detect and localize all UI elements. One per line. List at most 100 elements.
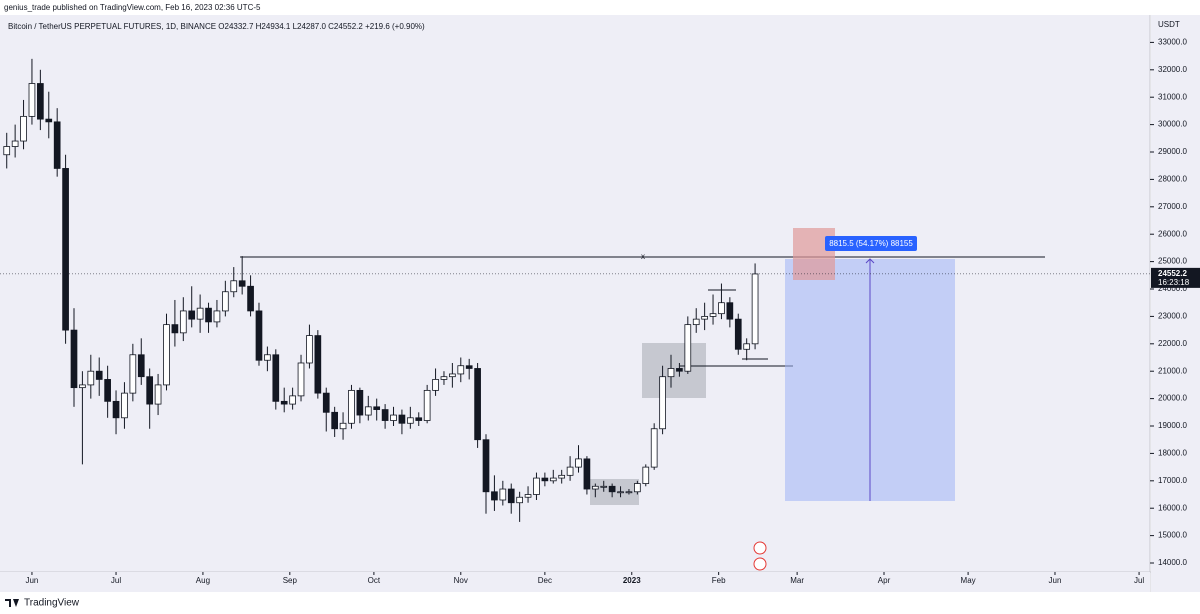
candle-body <box>373 406 381 410</box>
arrow-head <box>865 258 875 264</box>
candle-body <box>179 310 187 334</box>
y-tick-label: 33000.0 <box>1158 38 1187 47</box>
candle-body <box>482 439 490 493</box>
event-icon <box>753 541 767 555</box>
last-price-label: 24552.2 <box>1158 269 1187 278</box>
y-tick-label: 28000.0 <box>1158 175 1187 184</box>
candle-body <box>238 280 246 287</box>
candle-body <box>356 389 364 416</box>
candle-body <box>591 485 599 490</box>
candle-body <box>440 376 448 380</box>
x-tick-label: Nov <box>454 576 468 585</box>
candle-body <box>617 491 624 494</box>
candle-body <box>718 302 725 315</box>
y-tick-label: 23000.0 <box>1158 312 1187 321</box>
candle-body <box>255 310 263 361</box>
candle-body <box>53 121 61 169</box>
candle-body <box>20 115 27 142</box>
x-tick-label: Jul <box>111 576 121 585</box>
x-tick-label: Dec <box>538 576 552 585</box>
y-tick-label: 20000.0 <box>1158 394 1187 403</box>
candle-body <box>213 310 221 323</box>
candle-body <box>230 280 238 293</box>
y-tick-label: 29000.0 <box>1158 147 1187 156</box>
candle-body <box>171 324 179 334</box>
candle-body <box>676 368 683 372</box>
candle-body <box>121 392 128 419</box>
candle-body <box>11 140 19 147</box>
y-tick-label: 25000.0 <box>1158 257 1187 266</box>
candle-body <box>449 373 456 378</box>
brand-logo <box>5 599 19 607</box>
candle-body <box>524 494 532 498</box>
symbol-line: Bitcoin / TetherUS PERPETUAL FUTURES, 1D… <box>8 22 425 31</box>
candle-body <box>146 376 154 405</box>
position-label-bg <box>825 236 917 251</box>
candle-body <box>280 400 288 405</box>
candle-body <box>423 389 431 421</box>
candle-body <box>272 354 280 402</box>
y-tick-label: 19000.0 <box>1158 421 1187 430</box>
x-tick-label: Feb <box>712 576 726 585</box>
candle-body <box>112 400 120 419</box>
event-icon <box>753 557 767 571</box>
candle-body <box>95 370 103 380</box>
candle-body <box>516 496 523 504</box>
candle-body <box>465 365 473 369</box>
countdown: 16:23:18 <box>1158 278 1190 287</box>
y-tick-label: 14000.0 <box>1158 558 1187 567</box>
x-tick-label: 2023 <box>623 576 641 585</box>
y-tick-label: 31000.0 <box>1158 92 1187 101</box>
candles <box>3 58 759 522</box>
candle-body <box>566 466 574 476</box>
y-tick-label: 27000.0 <box>1158 202 1187 211</box>
candle-body <box>264 354 271 361</box>
candle-body <box>634 483 641 493</box>
candle-body <box>79 384 86 389</box>
x-tick-label: Oct <box>368 576 381 585</box>
position-label: 8815.5 (54.17%) 88155 <box>829 239 913 248</box>
y-tick-label: 17000.0 <box>1158 476 1187 485</box>
x-tick-label: May <box>961 576 976 585</box>
candle-body <box>222 291 229 312</box>
candle-body <box>491 491 498 501</box>
candle-body <box>701 316 708 320</box>
candle-body <box>154 384 162 405</box>
candle-body <box>751 273 759 345</box>
stop-zone <box>793 228 835 280</box>
candle-body <box>499 488 507 501</box>
candle-body <box>734 318 742 350</box>
candle-body <box>381 409 389 421</box>
candle-body <box>415 417 423 421</box>
candle-body <box>322 392 330 413</box>
candle-body <box>339 422 347 430</box>
candle-body <box>289 395 296 405</box>
candle-body <box>507 488 515 504</box>
candle-body <box>188 310 196 320</box>
candle-body <box>533 477 540 495</box>
y-tick-label: 21000.0 <box>1158 366 1187 375</box>
x-tick-label: Jun <box>25 576 38 585</box>
candle-body <box>306 335 313 364</box>
candle-body <box>575 458 582 468</box>
candle-body <box>558 474 566 479</box>
y-tick-label: 24000.0 <box>1158 284 1187 293</box>
x-tick-label: Apr <box>878 576 891 585</box>
candle-body <box>137 354 145 378</box>
last-price-bg <box>1151 267 1200 288</box>
candle-body <box>625 491 633 494</box>
candle-body <box>684 324 692 372</box>
candle-body <box>583 458 591 490</box>
candle-body <box>650 428 658 468</box>
price-axis-bg <box>1151 15 1200 592</box>
candle-body <box>549 477 557 482</box>
candle-body <box>205 307 212 323</box>
candle-body <box>45 118 53 123</box>
candle-body <box>87 370 95 386</box>
candle-body <box>432 379 439 391</box>
candle-body <box>104 379 111 402</box>
candle-body <box>600 485 608 488</box>
candle-body <box>28 83 36 117</box>
candle-body <box>692 318 700 326</box>
